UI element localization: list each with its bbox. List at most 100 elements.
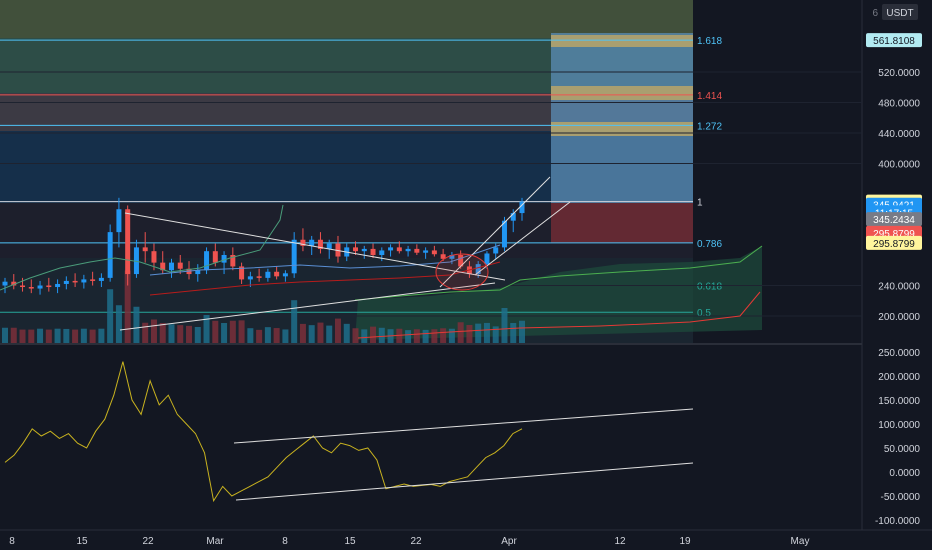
volume-bar xyxy=(334,318,341,343)
volume-bar xyxy=(212,320,219,343)
volume-bar xyxy=(133,306,140,343)
candlesticks xyxy=(2,197,525,295)
fib-level-label: 0.618 xyxy=(697,282,722,293)
price-tag-label: 295.8799 xyxy=(873,239,915,250)
candle-body xyxy=(20,285,26,288)
volume-bar xyxy=(343,323,350,343)
target-band xyxy=(551,86,693,100)
volume-bar xyxy=(378,327,385,343)
volume-bar xyxy=(177,325,184,343)
candle-body xyxy=(247,276,253,280)
pane-separator xyxy=(0,343,862,345)
candle-body xyxy=(90,279,96,281)
fib-level-label: 0.5 xyxy=(697,308,711,319)
volume-bar xyxy=(256,329,263,343)
volume-bar xyxy=(492,326,499,343)
candle-body xyxy=(81,279,87,283)
candle-body xyxy=(168,262,174,271)
ma-line xyxy=(149,261,501,296)
volume-bar xyxy=(475,323,482,343)
rsi-tick-label: -50.0000 xyxy=(881,492,921,503)
volume-bar xyxy=(308,325,315,343)
candle-body xyxy=(282,273,288,277)
volume-bar xyxy=(501,308,508,343)
volume-bar xyxy=(352,328,359,343)
indicator-line xyxy=(0,204,284,291)
candle-body xyxy=(370,248,376,255)
candle-body xyxy=(458,255,464,267)
price-tags: 561.8108349.9755345.942111:17:15345.2434… xyxy=(866,33,922,250)
candle-body xyxy=(55,283,61,288)
volume-bar xyxy=(19,329,26,343)
candle-body xyxy=(423,250,429,253)
candle-body xyxy=(335,243,341,257)
volume-bar xyxy=(361,329,368,343)
volume-bar xyxy=(238,320,245,343)
volume-bar xyxy=(229,320,236,343)
price-tick-label: 200.0000 xyxy=(878,312,920,323)
volume-bar xyxy=(10,327,17,343)
volume-bar xyxy=(291,300,298,343)
price-tag-label: 295.8799 xyxy=(873,229,915,240)
fib-zone xyxy=(0,0,693,38)
volume-bar xyxy=(282,329,289,343)
price-tick-label: 480.0000 xyxy=(878,99,920,110)
fib-level-label: 1.272 xyxy=(697,121,722,132)
volume-bar xyxy=(63,328,70,343)
rsi-tick-label: -100.0000 xyxy=(875,516,920,527)
candle-body xyxy=(510,213,516,221)
volume-bar xyxy=(28,329,35,343)
rsi-tick-label: 150.0000 xyxy=(878,396,920,407)
price-tag-label: 345.2434 xyxy=(873,215,915,226)
candle-body xyxy=(388,247,394,251)
candle-body xyxy=(142,247,148,252)
volume-bar xyxy=(483,322,490,343)
fib-level-label: 1.414 xyxy=(697,91,722,102)
channel-line xyxy=(439,176,551,288)
price-tick-label: 440.0000 xyxy=(878,129,920,140)
volume-bar xyxy=(510,323,517,343)
candle-body xyxy=(11,281,17,286)
candle-body xyxy=(317,239,323,249)
candle-body xyxy=(326,243,332,249)
volume-bar xyxy=(54,328,61,343)
candle-body xyxy=(440,254,446,259)
volume-bar xyxy=(2,327,8,343)
time-tick-label: 15 xyxy=(344,536,356,547)
candle-body xyxy=(239,266,245,280)
time-axis-ticks: 8 15 22 Mar 8 15 22 Apr 12 19 May xyxy=(9,536,809,547)
candle-body xyxy=(274,271,280,277)
candle-body xyxy=(414,248,420,253)
volume-bar xyxy=(194,327,201,343)
candle-body xyxy=(72,280,78,283)
volume-bars xyxy=(2,270,525,343)
candle-body xyxy=(133,247,139,275)
price-tag-label: 561.8108 xyxy=(873,36,915,47)
price-tick-label: 400.0000 xyxy=(878,160,920,171)
volume-bar xyxy=(221,323,228,343)
time-tick-label: Apr xyxy=(501,536,517,547)
candle-body xyxy=(230,255,236,267)
candle-body xyxy=(256,276,262,278)
ma-blue-line xyxy=(149,244,501,276)
price-tag xyxy=(866,235,922,250)
rsi-tick-label: 100.0000 xyxy=(878,420,920,431)
candle-body xyxy=(300,239,306,246)
currency-badge[interactable] xyxy=(882,4,918,20)
volume-bar xyxy=(326,325,333,343)
candle-body xyxy=(221,255,227,263)
candle-body xyxy=(177,262,183,269)
rsi-channel-top xyxy=(233,408,694,444)
candle-body xyxy=(475,264,481,275)
fib-level-label: 0.786 xyxy=(697,239,722,250)
rsi-tick-label: 0.0000 xyxy=(889,468,920,479)
volume-bar xyxy=(440,328,447,343)
candle-body xyxy=(309,239,315,246)
volume-bar xyxy=(370,326,377,343)
ma-red-line xyxy=(357,291,761,339)
time-tick-label: 8 xyxy=(9,536,15,547)
volume-bar xyxy=(72,329,79,343)
time-tick-label: 22 xyxy=(142,536,154,547)
candle-body xyxy=(361,248,367,252)
